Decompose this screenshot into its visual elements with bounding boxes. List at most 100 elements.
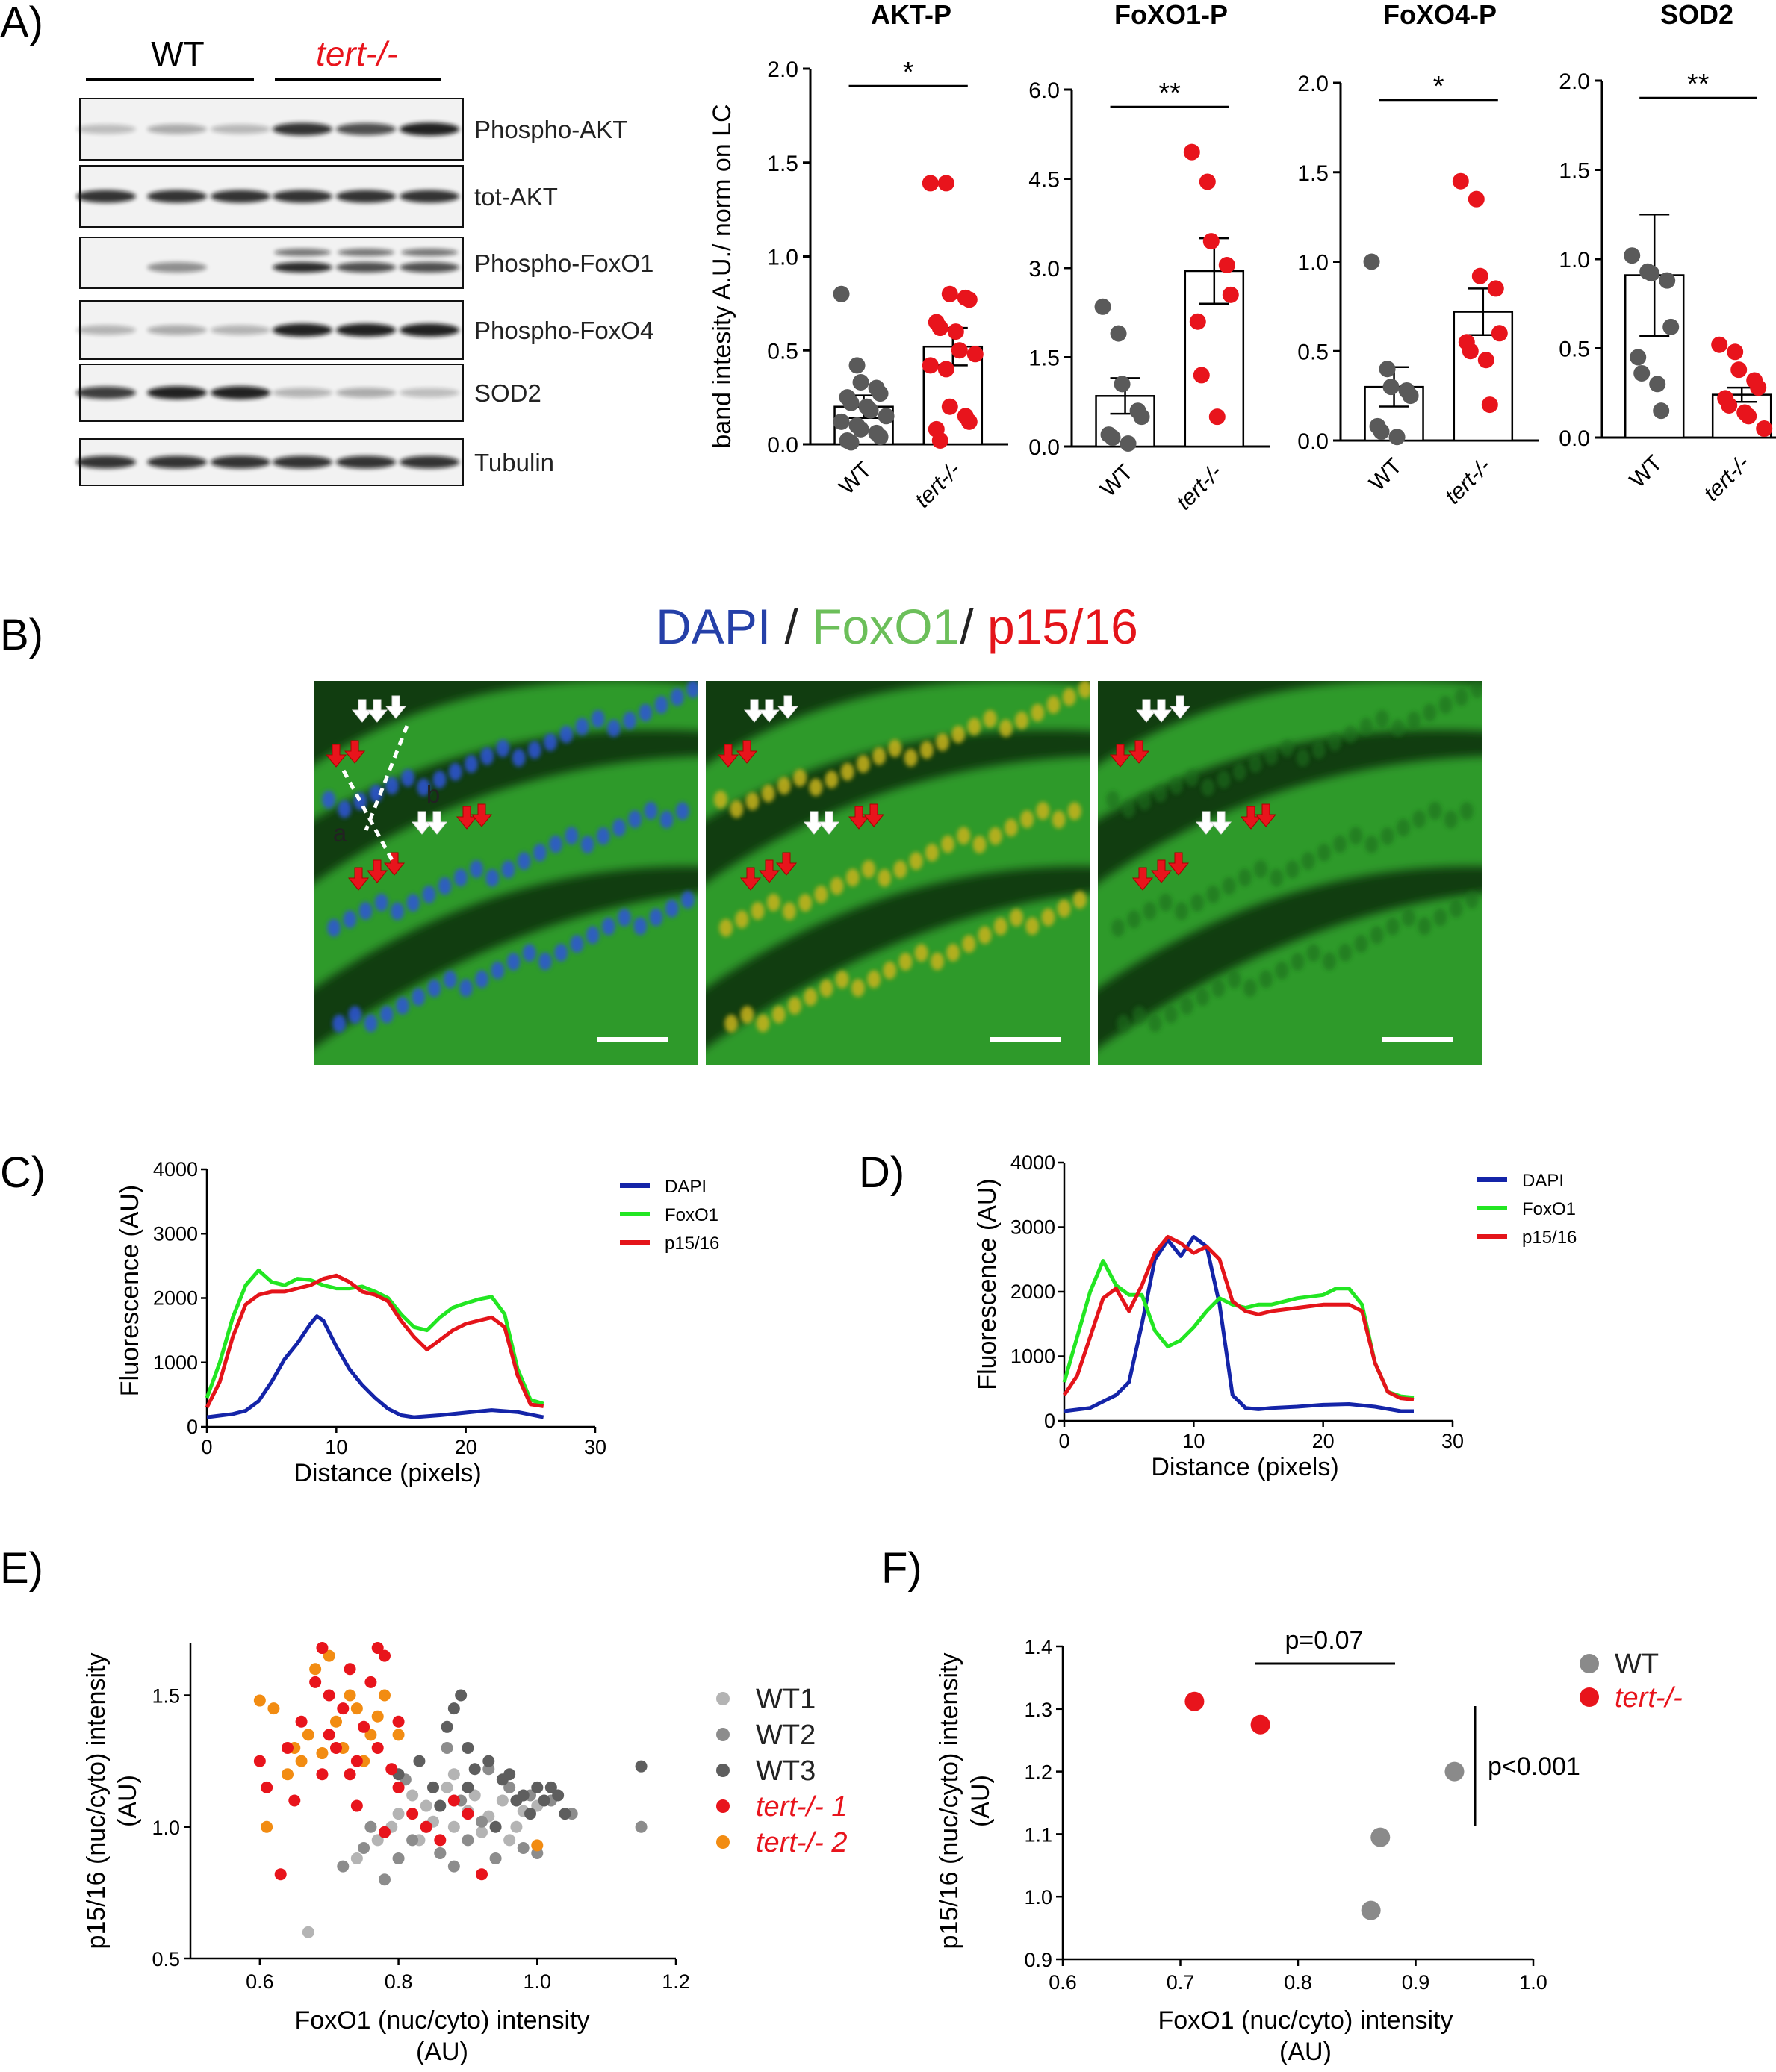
arrow-marker [758, 699, 780, 723]
nucleus [714, 791, 727, 809]
nucleus [898, 953, 913, 971]
arrow-marker [351, 699, 373, 723]
blot-band [273, 388, 332, 398]
data-point [316, 1642, 329, 1655]
blot-band [401, 249, 458, 256]
nucleus [1190, 894, 1205, 912]
arrow-marker [366, 699, 388, 723]
nucleus [941, 835, 955, 853]
data-point [1120, 435, 1137, 452]
nucleus [1470, 681, 1482, 699]
nucleus [1418, 917, 1432, 936]
nucleus [735, 910, 749, 929]
data-point [364, 1729, 377, 1741]
nucleus [946, 943, 960, 962]
blot-box [79, 165, 464, 228]
data-point [462, 1834, 474, 1847]
nucleus [670, 688, 684, 706]
nucleus [1180, 997, 1193, 1015]
blot-band [147, 325, 207, 335]
nucleus [1164, 1005, 1178, 1024]
data-point [1468, 190, 1485, 208]
nucleus [740, 1006, 754, 1024]
y-tick-label: 1.4 [1024, 1636, 1052, 1658]
nucleus [1391, 719, 1405, 738]
data-point [434, 1847, 447, 1859]
y-tick-label: 4.5 [1028, 168, 1060, 193]
data-point [406, 1834, 419, 1847]
micro-title-dapi: DAPI [656, 599, 771, 654]
nucleus [633, 917, 648, 936]
arrow-marker [426, 811, 448, 835]
nucleus [993, 917, 1007, 936]
data-point [1477, 352, 1494, 369]
micro-title-foxo1: FoxO1 [812, 599, 960, 654]
legend-swatch [1580, 1687, 1599, 1707]
y-tick-label: 0.0 [1559, 426, 1590, 451]
nucleus [527, 741, 541, 759]
blot-label: tot-AKT [474, 183, 558, 211]
micro-title-sep1: / [771, 599, 812, 654]
data-point [1452, 172, 1469, 190]
nucleus [1259, 970, 1273, 989]
y-tick-label: 1.3 [1024, 1699, 1052, 1721]
nucleus [544, 733, 557, 751]
blot-band [336, 122, 396, 136]
panel-label-a: A) [0, 0, 43, 47]
data-point [302, 1926, 314, 1938]
nucleus [485, 868, 500, 887]
x-tick-label: tert-/- [910, 458, 966, 513]
y-tick-label: 1.5 [1297, 161, 1329, 186]
arrow-marker [803, 811, 825, 835]
arrow-marker [1210, 811, 1232, 835]
nucleus [427, 979, 441, 998]
data-point [1624, 247, 1641, 264]
blot-band [76, 386, 136, 399]
blot-band [76, 455, 136, 469]
data-point [842, 434, 860, 451]
nucleus [893, 860, 907, 879]
data-point [462, 1781, 474, 1793]
y-tick-label: 2.0 [1559, 69, 1590, 94]
data-point [476, 1826, 488, 1838]
nucleus [804, 988, 818, 1007]
bar-chart: SOD2 0.0 0.5 1.0 1.5 2.0 WT tert-/- ** [1559, 0, 1776, 506]
nucleus [1465, 891, 1479, 909]
data-point [392, 1729, 405, 1741]
nucleus [1036, 801, 1050, 820]
data-point [531, 1781, 544, 1793]
data-point [434, 1799, 447, 1812]
data-point [1363, 253, 1380, 270]
data-point [1730, 361, 1748, 379]
data-point [392, 1808, 405, 1820]
data-point [330, 1742, 342, 1754]
data-point [872, 428, 889, 445]
data-point [344, 1689, 356, 1702]
nucleus [724, 1014, 739, 1033]
x-axis-label: Distance (pixels) [294, 1459, 481, 1487]
nucleus [1201, 778, 1215, 797]
nucleus [1301, 852, 1315, 871]
nucleus [862, 860, 875, 878]
legend-label: WT1 [756, 1684, 816, 1715]
series-line [205, 1273, 544, 1409]
data-point [1711, 336, 1728, 353]
data-point [1193, 367, 1210, 384]
data-point [447, 1702, 460, 1715]
blot-band [76, 124, 136, 134]
arrow-marker [717, 744, 739, 768]
data-point [441, 1781, 453, 1793]
data-point [1487, 280, 1504, 297]
data-point [1491, 325, 1508, 342]
data-point [937, 361, 954, 378]
data-point [1750, 379, 1767, 396]
data-point [524, 1808, 536, 1820]
nucleus [374, 893, 388, 912]
data-point [447, 1794, 460, 1807]
data-point [941, 398, 958, 415]
nucleus [491, 961, 505, 980]
bar-chart-title: FoXO4-P [1383, 0, 1497, 30]
data-point [295, 1715, 308, 1728]
blot-label: Phospho-AKT [474, 116, 627, 143]
panel-label-e: E) [0, 1544, 43, 1593]
